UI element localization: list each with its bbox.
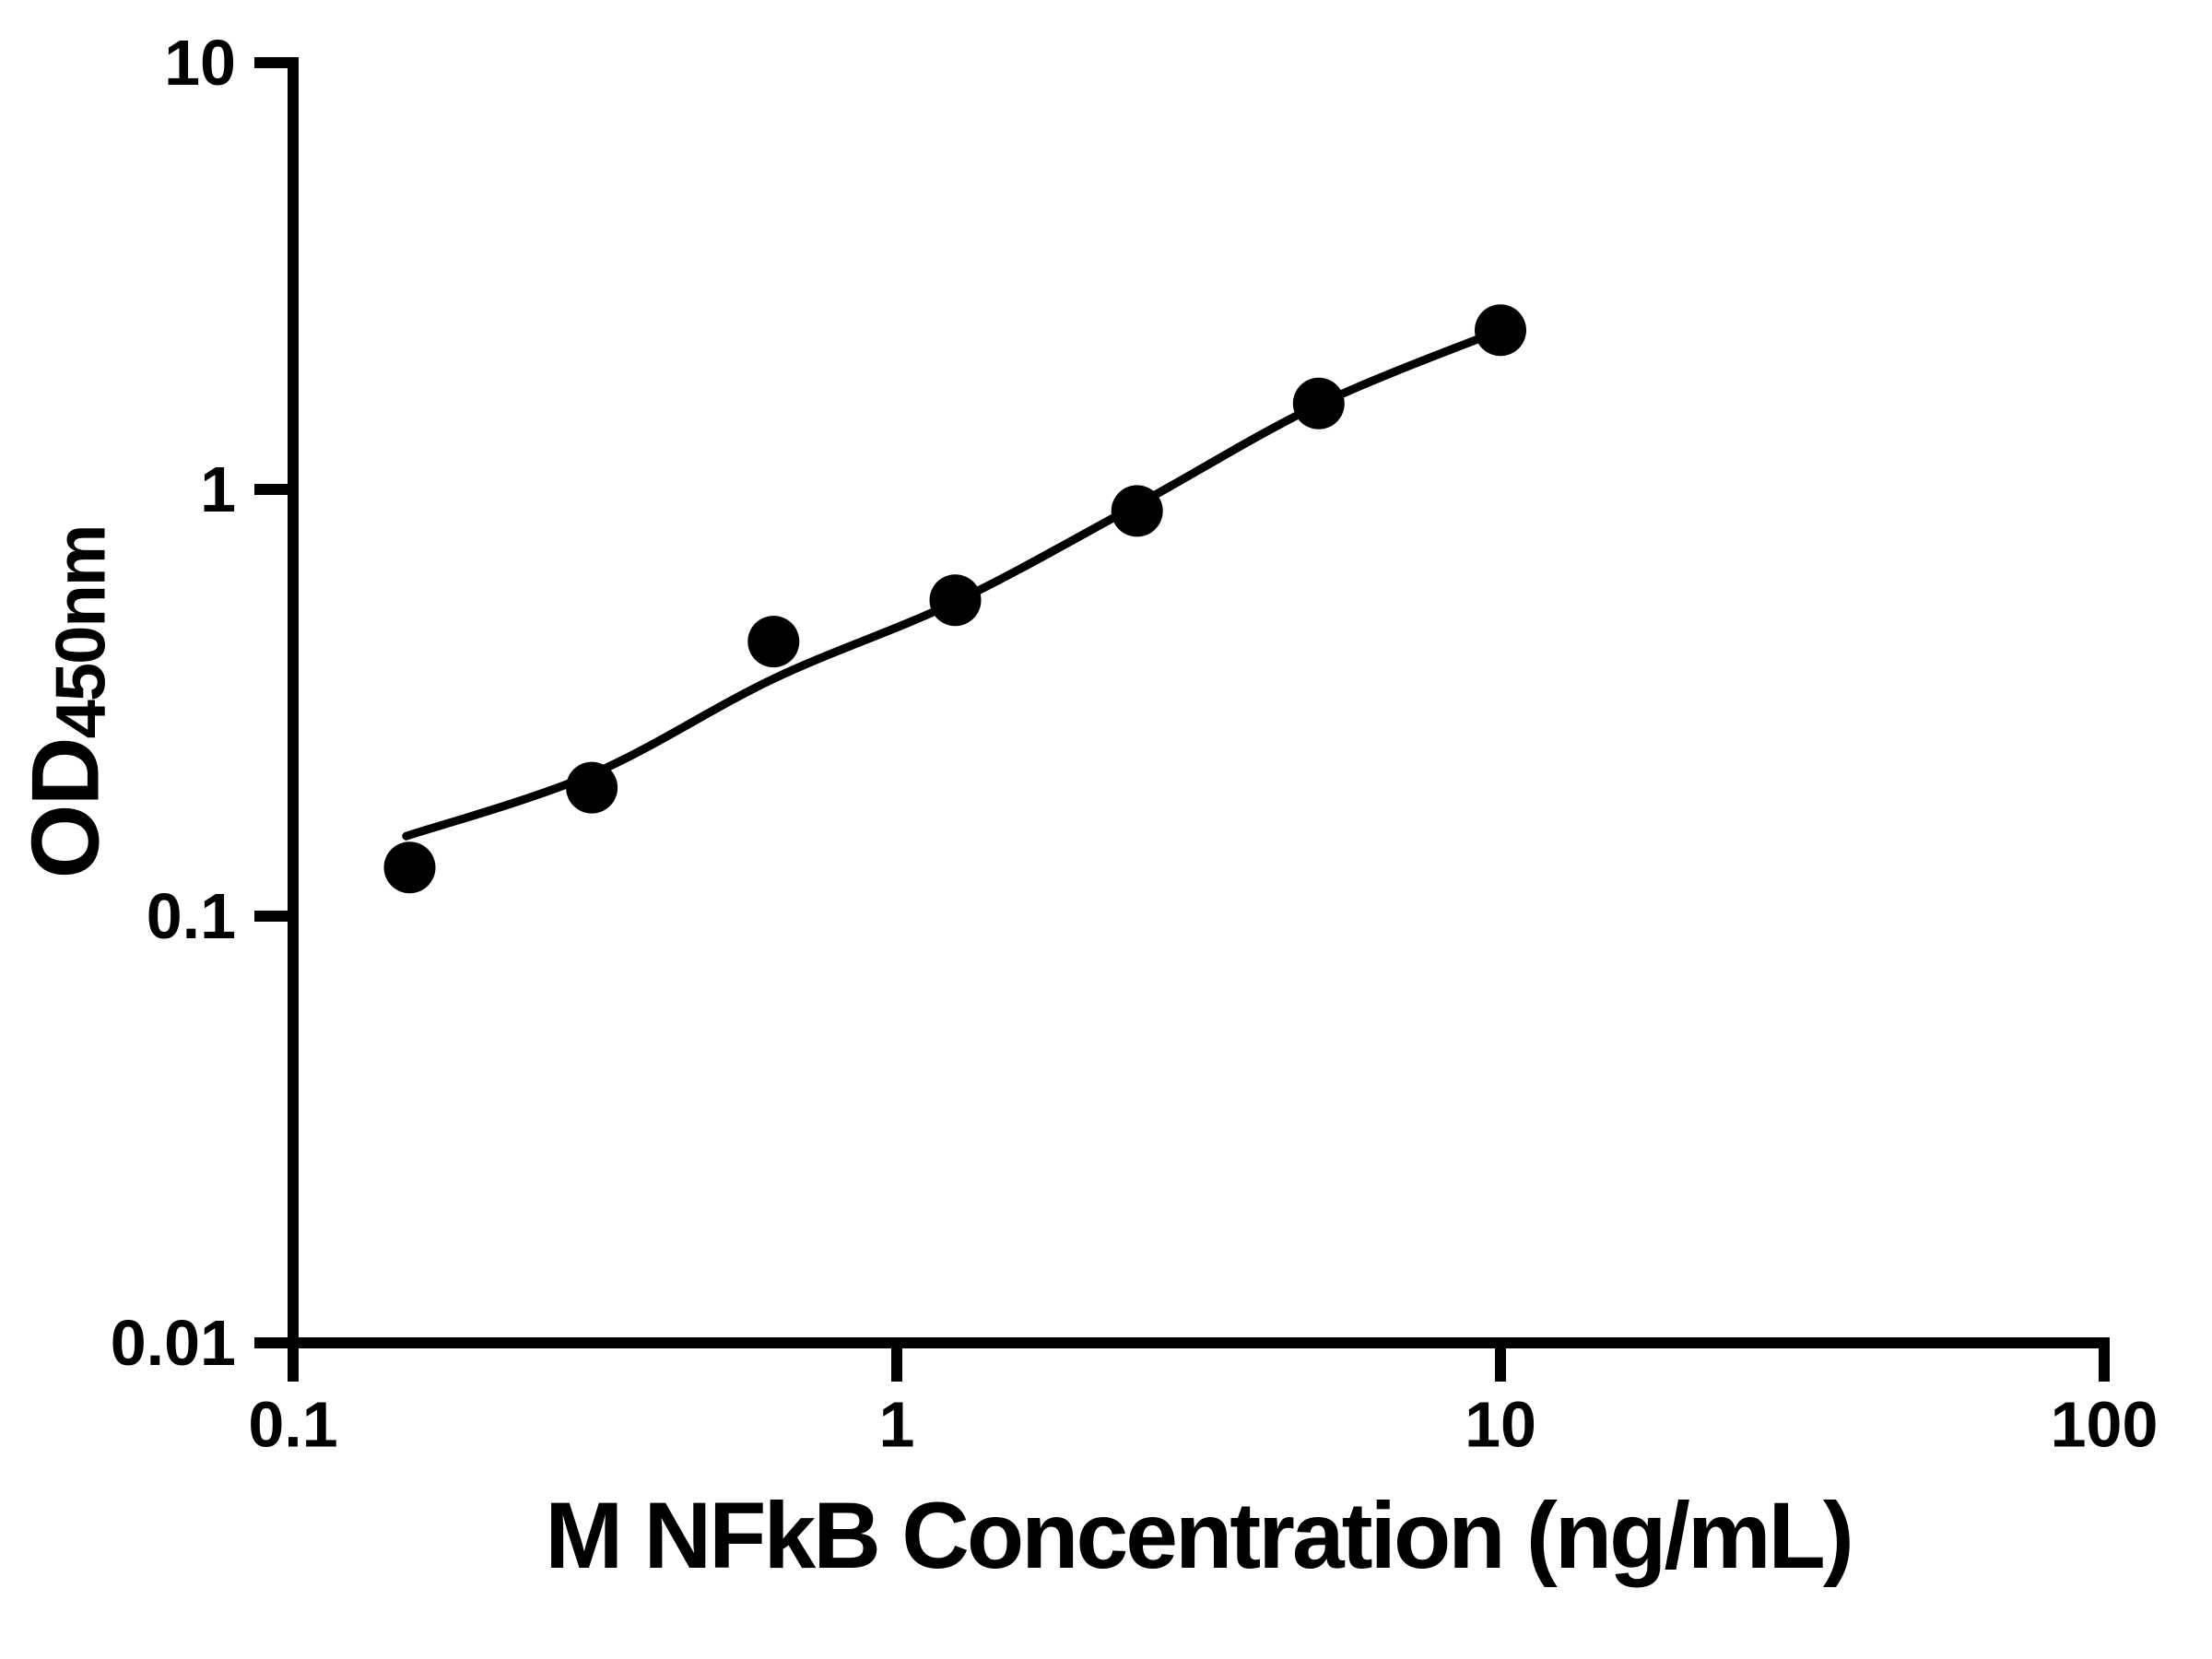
y-tick-label-0.01: 0.01: [111, 1307, 236, 1379]
data-point-marker-7: [1475, 304, 1526, 357]
y-tick-label-0.1: 0.1: [147, 880, 236, 952]
data-point-marker-6: [1292, 377, 1345, 429]
x-tick-label-100: 100: [2051, 1388, 2159, 1460]
x-axis-title: M NFkB Concentration (ng/mL): [545, 1483, 1854, 1588]
data-point-marker-1: [383, 841, 436, 894]
x-tick-label-10: 10: [1465, 1388, 1536, 1460]
data-point-marker-4: [929, 574, 982, 627]
y-tick-label-10: 10: [164, 27, 236, 99]
y-axis-title: OD450nm: [12, 526, 122, 879]
data-point-marker-3: [747, 616, 800, 668]
y-axis-title-subscript: 450nm: [41, 525, 121, 739]
data-point-marker-5: [1111, 485, 1163, 537]
data-point-marker-2: [566, 761, 618, 814]
y-axis-title-main: OD: [12, 738, 120, 879]
y-tick-label-1: 1: [200, 453, 236, 525]
x-tick-label-0.1: 0.1: [248, 1388, 337, 1460]
x-tick-label-1: 1: [879, 1388, 915, 1460]
